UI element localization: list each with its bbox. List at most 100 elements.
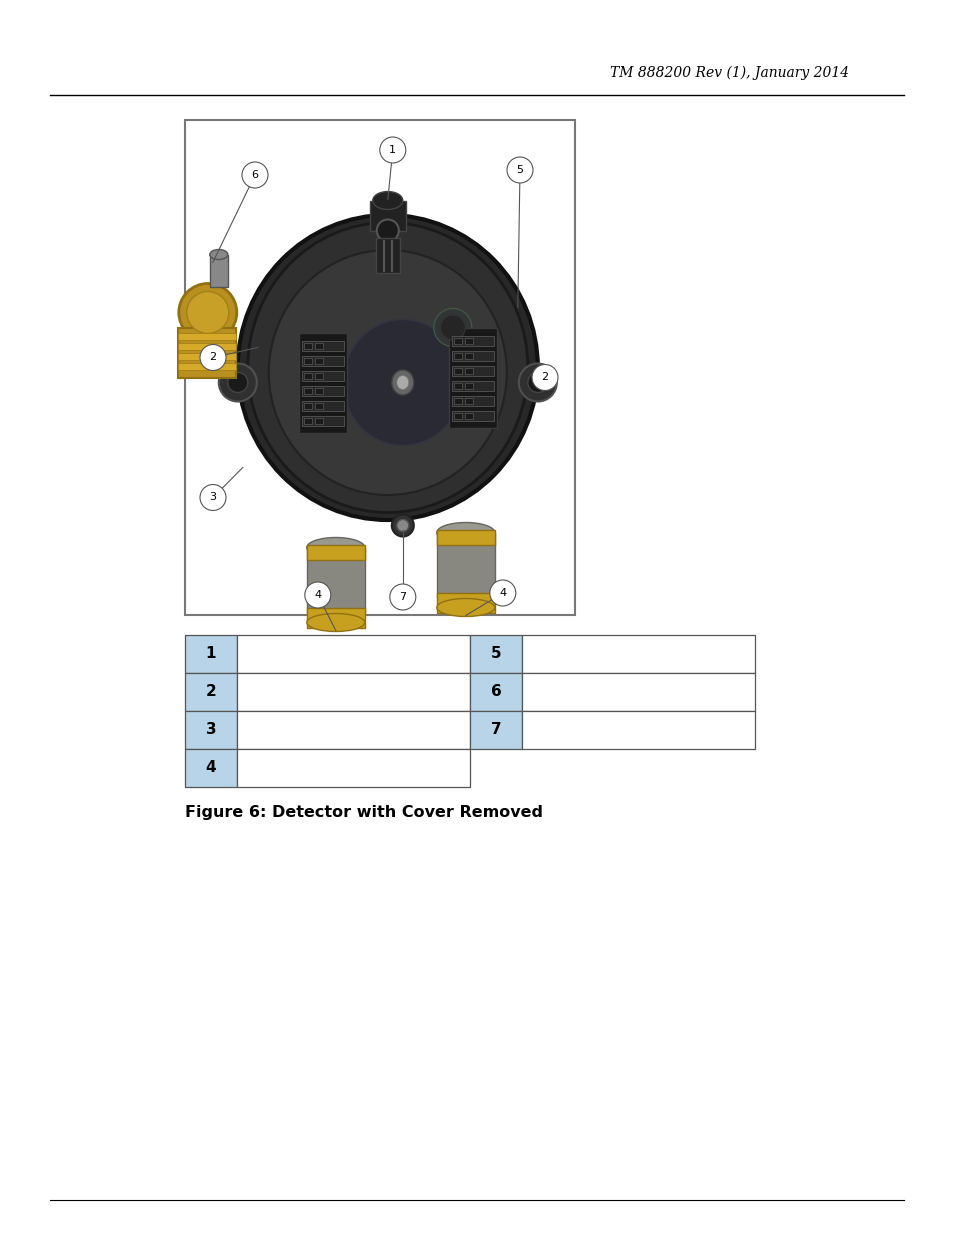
Ellipse shape (376, 220, 398, 242)
Bar (464, 412, 473, 419)
Bar (185, 711, 236, 748)
Ellipse shape (218, 363, 256, 401)
Text: 2: 2 (541, 373, 548, 383)
Text: 2: 2 (210, 352, 216, 363)
Bar (452, 351, 494, 361)
Circle shape (200, 345, 226, 370)
Text: 4: 4 (498, 588, 506, 598)
Ellipse shape (392, 370, 414, 395)
Ellipse shape (210, 249, 228, 259)
Text: 7: 7 (490, 722, 500, 737)
Text: 4: 4 (206, 761, 216, 776)
Bar (375, 237, 399, 273)
Bar (177, 332, 235, 340)
Bar (303, 403, 312, 409)
Ellipse shape (373, 191, 402, 210)
Bar (454, 383, 461, 389)
Ellipse shape (527, 373, 547, 393)
Text: 6: 6 (252, 170, 258, 180)
Bar (314, 373, 322, 378)
Bar (307, 608, 364, 627)
Bar (521, 711, 754, 748)
Bar (236, 711, 470, 748)
Bar (436, 593, 495, 613)
Bar (301, 356, 343, 366)
Bar (521, 673, 754, 711)
Ellipse shape (392, 515, 414, 536)
Bar (177, 327, 235, 378)
Circle shape (304, 582, 331, 608)
Bar (314, 357, 322, 363)
Ellipse shape (396, 375, 409, 389)
Ellipse shape (307, 614, 364, 631)
Bar (298, 332, 347, 432)
Ellipse shape (343, 320, 462, 446)
Ellipse shape (187, 291, 229, 333)
Bar (301, 400, 343, 410)
Bar (307, 547, 364, 613)
Text: 2: 2 (206, 684, 216, 699)
Bar (454, 412, 461, 419)
Bar (303, 357, 312, 363)
Bar (301, 415, 343, 426)
Text: Figure 6: Detector with Cover Removed: Figure 6: Detector with Cover Removed (185, 805, 542, 820)
Ellipse shape (307, 537, 364, 557)
Bar (470, 673, 521, 711)
Circle shape (379, 137, 405, 163)
Ellipse shape (228, 373, 248, 393)
Text: 5: 5 (516, 165, 523, 175)
Circle shape (242, 162, 268, 188)
Bar (452, 410, 494, 420)
Bar (301, 341, 343, 351)
Bar (236, 635, 470, 673)
Ellipse shape (440, 315, 465, 340)
Bar (303, 342, 312, 348)
Bar (521, 635, 754, 673)
Ellipse shape (434, 309, 472, 347)
Ellipse shape (237, 215, 537, 520)
Bar (464, 383, 473, 389)
Circle shape (390, 584, 416, 610)
Bar (464, 352, 473, 358)
Text: TM 888200 Rev (1), January 2014: TM 888200 Rev (1), January 2014 (610, 65, 849, 80)
Bar (314, 403, 322, 409)
Text: 1: 1 (389, 144, 395, 156)
Bar (454, 337, 461, 343)
Bar (452, 380, 494, 390)
Bar (314, 388, 322, 394)
Ellipse shape (248, 222, 527, 513)
Bar (464, 368, 473, 373)
Bar (236, 673, 470, 711)
Bar (303, 417, 312, 424)
Bar (436, 530, 495, 545)
Bar (470, 635, 521, 673)
Text: 4: 4 (314, 590, 321, 600)
Bar (314, 342, 322, 348)
Bar (454, 368, 461, 373)
Bar (452, 366, 494, 375)
Bar (185, 635, 236, 673)
Ellipse shape (436, 522, 495, 542)
Text: 1: 1 (206, 646, 216, 662)
Bar (303, 388, 312, 394)
Ellipse shape (518, 363, 557, 401)
Bar (307, 545, 364, 559)
Bar (452, 336, 494, 346)
Bar (185, 673, 236, 711)
Bar (177, 342, 235, 350)
Bar (301, 370, 343, 380)
Text: 7: 7 (398, 592, 406, 601)
Bar (185, 748, 236, 787)
Text: 6: 6 (490, 684, 501, 699)
Bar (303, 373, 312, 378)
Ellipse shape (269, 249, 506, 495)
Bar (436, 532, 495, 598)
Bar (177, 363, 235, 369)
Bar (448, 327, 497, 427)
Bar (236, 748, 470, 787)
Bar (314, 417, 322, 424)
Bar (452, 395, 494, 405)
Circle shape (200, 484, 226, 510)
Bar (370, 200, 405, 231)
Bar (464, 398, 473, 404)
